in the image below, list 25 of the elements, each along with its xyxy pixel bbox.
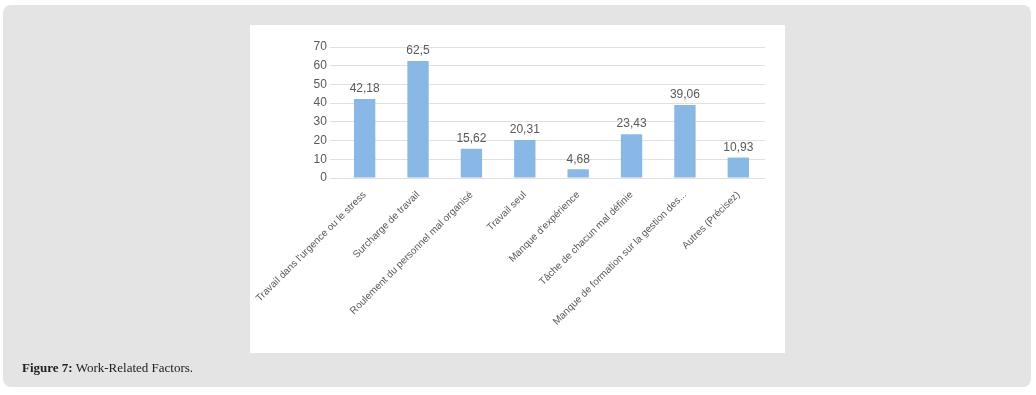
data-label: 4,68 xyxy=(566,151,591,166)
y-tick-label: 20 xyxy=(313,132,328,147)
y-tick-label: 0 xyxy=(320,170,328,185)
bar xyxy=(514,139,536,178)
bar xyxy=(407,61,429,178)
bar xyxy=(460,148,483,178)
data-label: 10,93 xyxy=(723,139,754,154)
bar xyxy=(567,169,589,178)
y-tick-label: 40 xyxy=(313,95,328,110)
caption: Figure 7: Work-Related Factors. xyxy=(22,360,194,376)
bar xyxy=(674,104,696,178)
bar xyxy=(620,134,643,178)
data-label: 62,5 xyxy=(406,43,431,58)
bar xyxy=(353,99,376,178)
data-label: 20,31 xyxy=(509,122,541,137)
data-label: 42,18 xyxy=(349,81,380,96)
data-label: 39,06 xyxy=(669,87,701,102)
y-tick-label: 60 xyxy=(313,58,328,73)
y-tick-label: 70 xyxy=(313,39,328,54)
data-label: 23,43 xyxy=(616,116,647,131)
y-tick-label: 50 xyxy=(313,76,328,91)
y-tick-label: 10 xyxy=(313,151,328,166)
bar xyxy=(727,157,749,178)
y-tick-label: 30 xyxy=(313,114,328,129)
data-label: 15,62 xyxy=(456,131,487,146)
